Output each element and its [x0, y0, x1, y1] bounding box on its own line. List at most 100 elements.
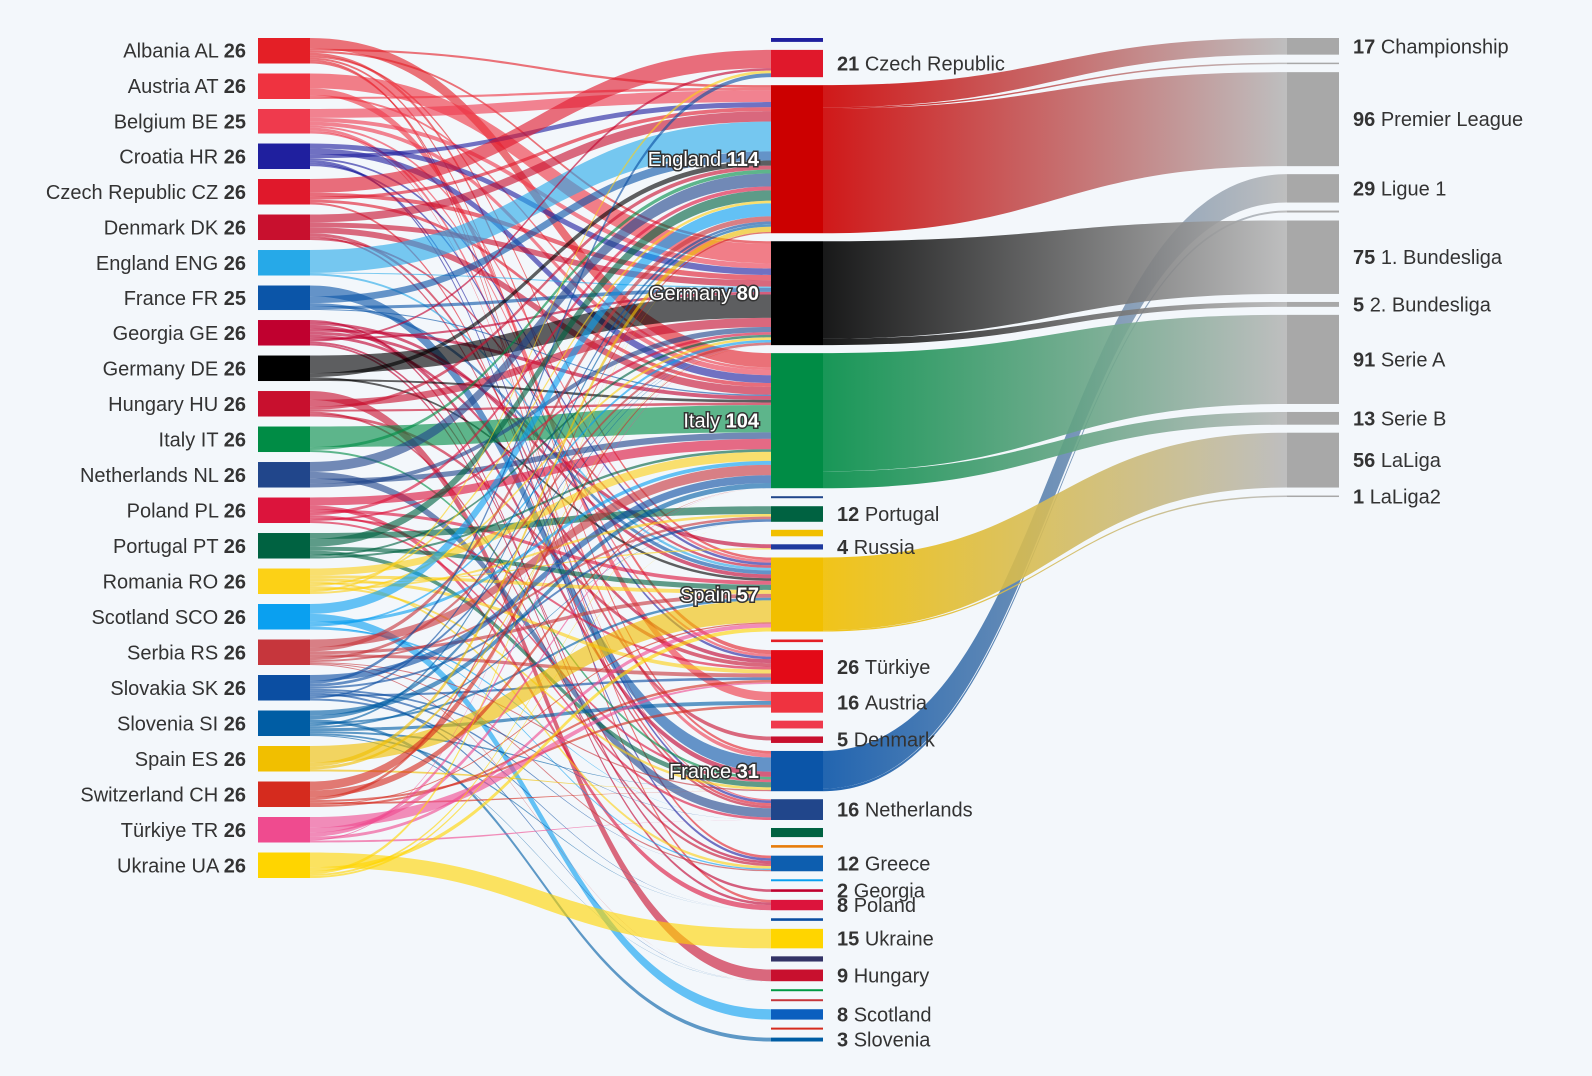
club-country-node-russia: [771, 544, 823, 550]
flow-slovenia-to-germany: [310, 345, 771, 720]
flow-spain-to-laliga: [823, 432, 1287, 631]
flow-slovenia-to-slovenia: [310, 719, 771, 1042]
team-label-austria: Austria AT 26: [128, 76, 246, 98]
club-country-node-italy: [771, 353, 823, 489]
flow-england-to-premier-league: [823, 72, 1287, 234]
team-name: Germany DE: [103, 358, 224, 380]
flow-georgia-to-france: [310, 324, 771, 777]
team-name: Albania AL: [123, 41, 223, 63]
flow-serbia-to-england: [310, 216, 771, 652]
flow-portugal-to-portugal: [310, 506, 771, 539]
flow-denmark-to-germany: [310, 222, 771, 287]
team-count: 26: [224, 429, 246, 451]
club-country-label-england: England 114: [648, 149, 760, 171]
team-label-georgia: Georgia GE 26: [113, 323, 246, 345]
club-country-label-russia: 4 Russia: [837, 537, 916, 559]
flow-romania-to-england: [310, 200, 771, 587]
flow-belgium-to-france: [310, 127, 771, 758]
league-node-laliga: [1287, 432, 1339, 488]
league-label-serie-b: 13 Serie B: [1353, 408, 1446, 430]
team-label-netherlands: Netherlands NL 26: [80, 465, 246, 487]
flow-spain-to-germany: [310, 345, 771, 770]
team-count: 26: [224, 76, 246, 98]
team-name: Ukraine UA: [117, 855, 224, 877]
flow-croatia-to-italy: [310, 148, 771, 384]
team-name: Austria AT: [128, 76, 224, 98]
flow-austria-to-england: [310, 87, 771, 99]
team-label-serbia: Serbia RS 26: [127, 642, 246, 664]
flow-slovakia-to-portugal: [310, 519, 771, 689]
team-node-slovenia: [258, 710, 310, 737]
flow-slovenia-to-poland: [310, 733, 771, 911]
team-label-croatia: Croatia HR 26: [119, 146, 246, 168]
team-name: Serbia RS: [127, 642, 224, 664]
flow-ukraine-to-italy: [310, 488, 771, 877]
flow-slovenia-to-spain: [310, 597, 771, 725]
team-count: 26: [224, 536, 246, 558]
flow-serbia-to-t-rkiye: [310, 654, 771, 678]
club-country-label-scotland: 8 Scotland: [837, 1004, 932, 1026]
club-country-label-greece: 12 Greece: [837, 853, 930, 875]
team-count: 26: [224, 855, 246, 877]
team-name: Slovakia SK: [110, 678, 223, 700]
club-country-node-slovenia: [771, 1037, 823, 1042]
flow-slovenia-to-hungary: [310, 735, 771, 982]
club-country-label-portugal: 12 Portugal: [837, 504, 939, 526]
club-country-label-netherlands: 16 Netherlands: [837, 800, 973, 822]
flow-spain-to-england: [310, 226, 771, 767]
flow-georgia-to-spain: [310, 321, 771, 579]
flow-georgia-to-georgia: [310, 320, 771, 892]
team-node-germany: [258, 355, 310, 382]
team-name: Portugal PT: [113, 536, 224, 558]
team-label-hungary: Hungary HU 26: [108, 394, 246, 416]
team-label-france: France FR 25: [124, 288, 246, 310]
flow-slovenia-to-england: [310, 224, 771, 727]
club-country-node-unlabeled: [771, 879, 823, 882]
flow-georgia-to-russia: [310, 331, 771, 549]
club-country-node-t-rkiye: [771, 650, 823, 684]
team-count: 26: [224, 253, 246, 275]
flow-ukraine-to-portugal: [310, 521, 771, 878]
flow-poland-to-france: [310, 515, 771, 783]
flow-germany-to-italy: [310, 379, 771, 403]
club-country-node-germany: [771, 241, 823, 346]
team-name: Slovenia SI: [117, 713, 224, 735]
team-count: 25: [224, 288, 246, 310]
club-country-label-poland: 8 Poland: [837, 895, 916, 917]
country-to-league-flows: [823, 38, 1287, 792]
team-label-slovenia: Slovenia SI 26: [117, 713, 246, 735]
league-node-laliga2: [1287, 495, 1339, 498]
flow-scotland-to-italy: [310, 460, 771, 625]
team-node-austria: [258, 73, 310, 99]
team-name: Hungary HU: [108, 394, 224, 416]
flow-switzerland-to-france: [310, 791, 771, 805]
team-label-portugal: Portugal PT 26: [113, 536, 246, 558]
club-country-node-unlabeled: [771, 827, 823, 838]
team-node-spain: [258, 746, 310, 772]
flow-poland-to-spain: [310, 509, 771, 585]
team-name: Czech Republic CZ: [46, 182, 224, 204]
league-node-2-bundesliga: [1287, 301, 1339, 307]
flow-romania-to-germany: [310, 337, 771, 595]
flow-romania-to-italy: [310, 451, 771, 576]
nodes: [258, 38, 1339, 1042]
club-country-node-unlabeled: [771, 38, 823, 42]
flow-albania-to-england: [310, 48, 771, 88]
club-country-label-germany: Germany 80: [649, 283, 759, 305]
team-count: 26: [224, 678, 246, 700]
flow-belgium-to-italy: [310, 121, 771, 376]
team-count: 26: [224, 41, 246, 63]
flow-albania-to-t-rkiye: [310, 52, 771, 655]
flow-slovenia-to-italy: [310, 483, 771, 716]
club-country-node-poland: [771, 899, 823, 911]
team-label-germany: Germany DE 26: [103, 358, 246, 380]
flow-hungary-to-germany: [310, 317, 771, 407]
team-name: Scotland SCO: [91, 607, 223, 629]
league-node-ligue-1: [1287, 174, 1339, 203]
club-country-label-t-rkiye: 26 Türkiye: [837, 657, 930, 679]
team-node-hungary: [258, 391, 310, 417]
flow-netherlands-to-england: [310, 173, 771, 472]
league-label-2-bundesliga: 5 2. Bundesliga: [1353, 294, 1492, 316]
club-country-node-georgia: [771, 889, 823, 892]
